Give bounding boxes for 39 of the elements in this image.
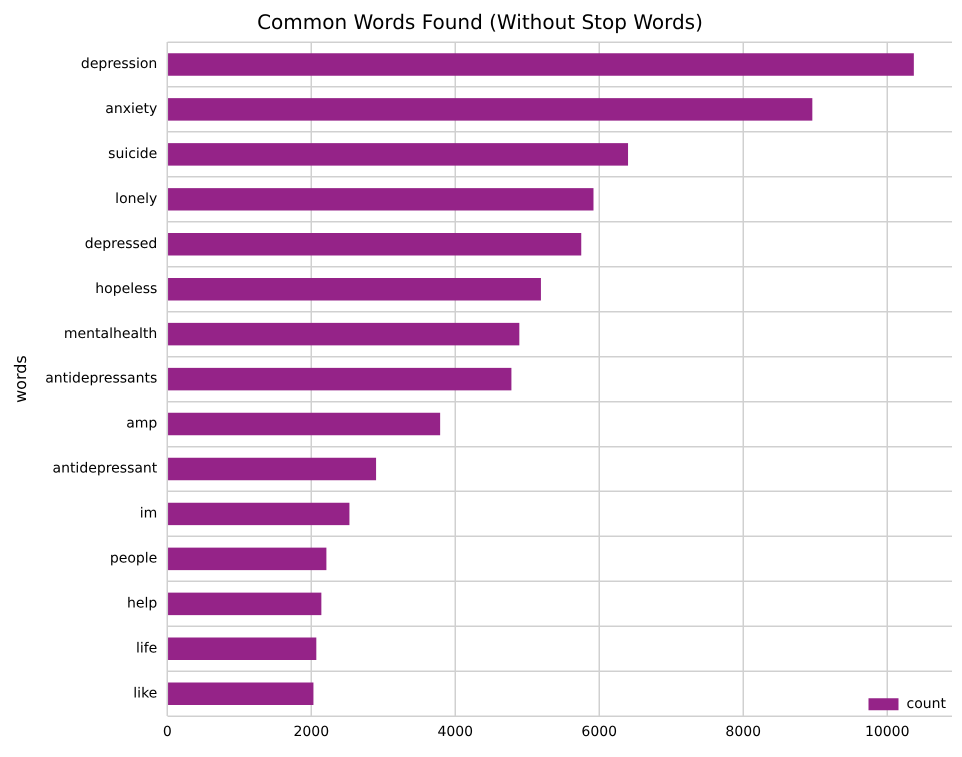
y-tick-label: im xyxy=(140,506,158,522)
bar xyxy=(168,458,376,480)
y-tick-label: amp xyxy=(126,416,158,432)
bar xyxy=(168,322,520,346)
y-tick-label: antidepressant xyxy=(52,460,158,477)
bar xyxy=(168,188,594,211)
y-tick-label: lonely xyxy=(115,190,158,207)
x-tick-label: 10000 xyxy=(864,724,910,740)
bar xyxy=(168,548,326,570)
bar xyxy=(168,502,350,526)
bar xyxy=(168,682,314,705)
y-tick-label: depressed xyxy=(84,236,158,252)
y-tick-label: life xyxy=(136,640,158,656)
bar xyxy=(168,412,440,436)
y-tick-label: suicide xyxy=(108,146,158,162)
y-axis-title: words xyxy=(10,355,30,403)
y-tick-label: anxiety xyxy=(105,101,158,118)
x-tick-label: 4000 xyxy=(437,724,474,740)
bar xyxy=(168,278,541,300)
bar xyxy=(168,368,512,390)
x-tick-label: 8000 xyxy=(725,724,762,740)
bar xyxy=(168,53,914,76)
x-tick-label: 6000 xyxy=(581,724,618,740)
bar xyxy=(168,98,812,121)
bar xyxy=(168,638,316,660)
y-tick-label: people xyxy=(110,550,158,567)
y-tick-label: antidepressants xyxy=(45,370,158,387)
y-tick-label: depression xyxy=(80,56,158,72)
y-tick-label: like xyxy=(133,685,158,702)
x-tick-label: 2000 xyxy=(293,724,330,740)
x-tick-label: 0 xyxy=(162,724,172,740)
bar xyxy=(168,143,628,166)
chart-title: Common Words Found (Without Stop Words) xyxy=(257,10,703,34)
legend-label: count xyxy=(906,696,947,712)
y-tick-label: hopeless xyxy=(95,280,158,297)
bar xyxy=(168,592,322,616)
bar xyxy=(168,233,582,256)
y-tick-label: mentalhealth xyxy=(64,326,158,342)
y-tick-label: help xyxy=(127,595,158,612)
